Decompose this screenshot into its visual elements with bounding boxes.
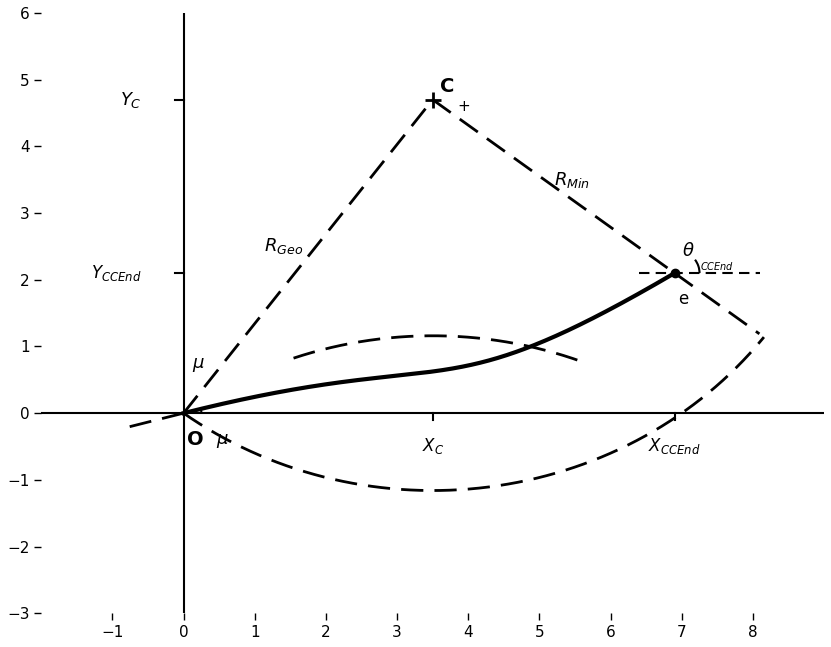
Text: e: e <box>678 290 688 308</box>
Text: $\mu$: $\mu$ <box>192 356 205 374</box>
Text: $_{CCEnd}$: $_{CCEnd}$ <box>700 259 734 274</box>
Text: $X_C$: $X_C$ <box>421 437 444 457</box>
Text: $\mu$: $\mu$ <box>215 432 229 450</box>
Text: +: + <box>458 99 470 114</box>
Text: $R_{Geo}$: $R_{Geo}$ <box>263 236 302 256</box>
Text: $Y_{CCEnd}$: $Y_{CCEnd}$ <box>91 263 141 283</box>
Text: $Y_C$: $Y_C$ <box>120 90 141 109</box>
Text: C: C <box>440 78 455 96</box>
Text: O: O <box>187 430 204 449</box>
Text: $\theta$: $\theta$ <box>681 242 695 259</box>
Text: $X_{CCEnd}$: $X_{CCEnd}$ <box>648 437 701 457</box>
Text: $R_{Min}$: $R_{Min}$ <box>553 170 590 190</box>
